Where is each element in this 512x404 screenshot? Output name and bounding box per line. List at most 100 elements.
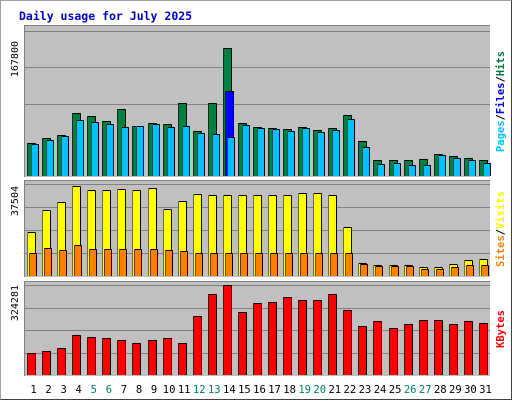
- x-tick-label-13: 13: [208, 384, 221, 396]
- bar-sites-day-7: [119, 249, 127, 276]
- bar-visits-day-3: [57, 202, 66, 276]
- chart-title: Daily usage for July 2025: [19, 9, 192, 23]
- bar-sites-day-1: [29, 253, 37, 276]
- bar-sites-day-13: [210, 253, 218, 276]
- x-tick-label-17: 17: [268, 384, 281, 396]
- y-max-label: 167800: [10, 41, 21, 77]
- bar-sites-day-29: [451, 267, 459, 276]
- bar-pages-day-1: [31, 144, 39, 176]
- bar-kbytes-day-30: [464, 321, 473, 375]
- bar-kbytes-day-10: [163, 338, 172, 375]
- bar-pages-day-18: [287, 131, 295, 176]
- bar-visits-day-22: [343, 227, 352, 276]
- bar-pages-day-20: [317, 132, 325, 176]
- bar-kbytes-day-11: [178, 343, 187, 375]
- x-tick-label-28: 28: [434, 384, 447, 396]
- bar-kbytes-day-18: [283, 297, 292, 375]
- bar-visits-day-10: [163, 209, 172, 276]
- bar-pages-day-5: [91, 122, 99, 176]
- bar-pages-day-16: [257, 128, 265, 176]
- bar-visits-day-13: [208, 195, 217, 276]
- legend-entry-kbytes: KBytes: [495, 310, 507, 348]
- bar-visits-day-18: [283, 195, 292, 276]
- legend-entry-sites: Sites: [495, 235, 507, 267]
- bar-sites-day-12: [195, 253, 203, 276]
- bar-pages-day-9: [152, 124, 160, 176]
- bar-pages-day-28: [438, 155, 446, 176]
- bar-kbytes-day-23: [358, 326, 367, 375]
- x-tick-label-19: 19: [298, 384, 311, 396]
- x-tick-label-26: 26: [404, 384, 417, 396]
- bar-kbytes-day-24: [373, 321, 382, 375]
- x-tick-label-2: 2: [45, 384, 51, 396]
- bar-visits-day-5: [87, 190, 96, 276]
- legend-entry-hits: Hits: [495, 51, 507, 76]
- x-tick-label-31: 31: [479, 384, 492, 396]
- bar-pages-day-27: [423, 165, 431, 176]
- bar-sites-day-22: [345, 253, 353, 276]
- bar-pages-day-2: [46, 140, 54, 176]
- bar-sites-day-4: [74, 245, 82, 276]
- bar-pages-day-8: [136, 126, 144, 176]
- bar-pages-day-25: [393, 163, 401, 176]
- bar-kbytes-day-5: [87, 337, 96, 375]
- bar-kbytes-day-9: [148, 340, 157, 375]
- bar-kbytes-day-29: [449, 324, 458, 375]
- bar-kbytes-day-6: [102, 338, 111, 375]
- bar-pages-day-12: [197, 133, 205, 176]
- bar-kbytes-day-8: [132, 343, 141, 375]
- bar-sites-day-16: [255, 253, 263, 276]
- bar-visits-day-20: [313, 193, 322, 276]
- x-tick-label-8: 8: [136, 384, 142, 396]
- bar-sites-day-6: [104, 249, 112, 276]
- bar-kbytes-day-15: [238, 312, 247, 375]
- x-tick-label-4: 4: [76, 384, 82, 396]
- x-tick-label-18: 18: [283, 384, 296, 396]
- bar-pages-day-19: [302, 128, 310, 176]
- bar-kbytes-day-25: [389, 328, 398, 375]
- bar-kbytes-day-2: [42, 351, 51, 375]
- bar-sites-day-25: [391, 266, 399, 276]
- bar-sites-day-26: [406, 266, 414, 276]
- bar-pages-day-6: [106, 124, 114, 176]
- bar-sites-day-11: [180, 251, 188, 276]
- x-tick-label-14: 14: [223, 384, 236, 396]
- bar-visits-day-7: [117, 189, 126, 276]
- legend-entry-files: Files: [495, 83, 507, 115]
- x-tick-label-29: 29: [449, 384, 462, 396]
- x-tick-label-12: 12: [193, 384, 206, 396]
- legend-separator: /: [495, 76, 507, 82]
- x-tick-label-24: 24: [374, 384, 387, 396]
- bar-sites-day-27: [421, 269, 429, 276]
- bar-visits-day-11: [178, 201, 187, 276]
- bar-sites-day-8: [134, 249, 142, 276]
- bar-kbytes-day-21: [328, 294, 337, 375]
- bar-sites-day-30: [466, 265, 474, 276]
- bar-visits-day-19: [298, 193, 307, 276]
- bar-kbytes-day-27: [419, 320, 428, 375]
- bar-pages-day-3: [61, 136, 69, 176]
- bar-pages-day-30: [468, 160, 476, 176]
- bar-kbytes-day-26: [404, 324, 413, 375]
- bar-pages-day-11: [182, 126, 190, 176]
- bar-kbytes-day-19: [298, 300, 307, 375]
- x-tick-label-23: 23: [359, 384, 372, 396]
- bar-sites-day-28: [436, 269, 444, 276]
- bar-visits-day-14: [223, 195, 232, 276]
- bar-pages-day-24: [377, 164, 385, 176]
- bar-kbytes-day-28: [434, 320, 443, 375]
- bar-sites-day-15: [240, 253, 248, 276]
- x-tick-label-15: 15: [238, 384, 251, 396]
- bar-pages-day-31: [483, 163, 491, 176]
- bar-sites-day-10: [165, 250, 173, 276]
- x-tick-label-6: 6: [106, 384, 112, 396]
- x-tick-label-20: 20: [313, 384, 326, 396]
- legend-kbytes: KBytes: [495, 310, 507, 348]
- legend-entry-pages: Pages: [495, 120, 507, 152]
- bar-pages-day-22: [347, 119, 355, 176]
- bar-visits-day-17: [268, 195, 277, 276]
- bar-kbytes-day-14: [223, 285, 232, 375]
- x-tick-label-30: 30: [464, 384, 477, 396]
